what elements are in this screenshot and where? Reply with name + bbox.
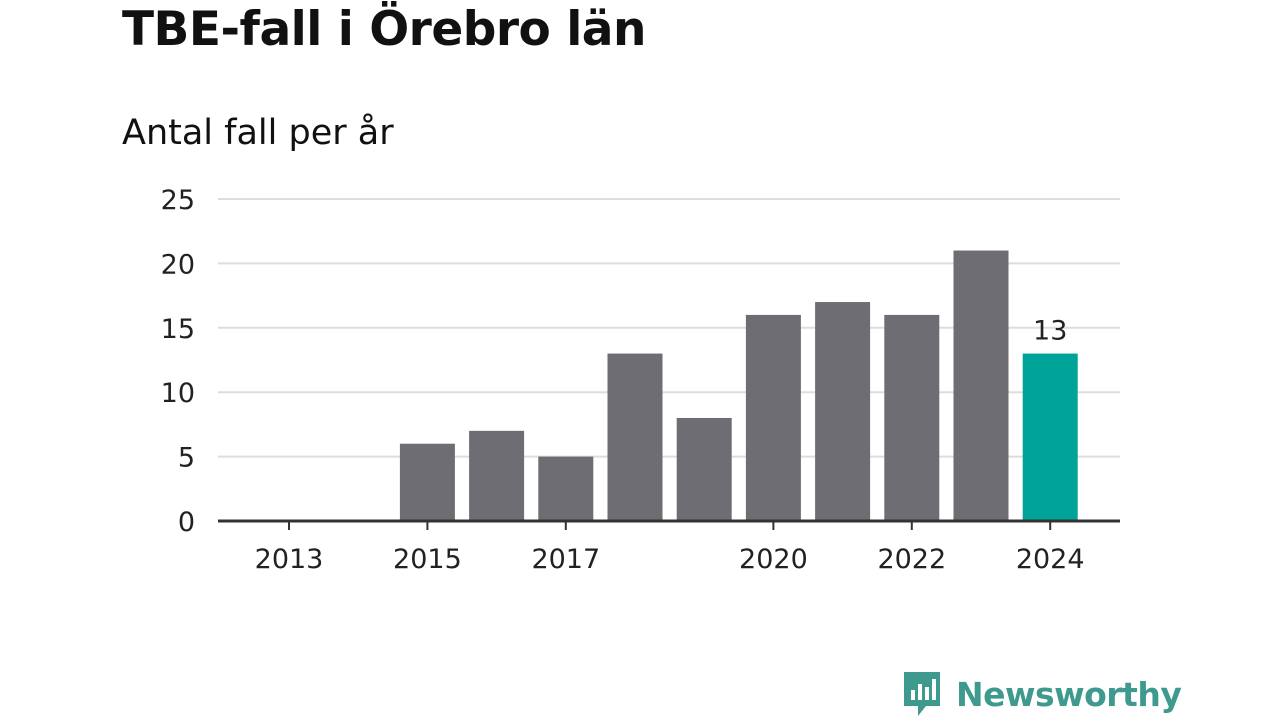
y-tick-label: 25	[161, 185, 195, 216]
x-tick-label: 2015	[393, 544, 462, 575]
chart-subtitle: Antal fall per år	[122, 113, 394, 153]
bars	[399, 250, 1078, 521]
data-label: 13	[1033, 316, 1067, 347]
brand-footer: Newsworthy	[902, 670, 1182, 718]
bar-2016	[469, 430, 525, 521]
bar-2015	[399, 443, 455, 521]
bar-2020	[745, 314, 801, 521]
newsworthy-logo-icon	[904, 672, 940, 716]
bar-2021	[815, 302, 871, 521]
x-tick-label: 2013	[255, 544, 324, 575]
chart-title: TBE-fall i Örebro län	[122, 2, 647, 57]
bar-2019	[676, 417, 732, 521]
y-tick-label: 0	[178, 507, 195, 538]
bar-2023	[953, 250, 1009, 521]
x-tick-label: 2022	[877, 544, 946, 575]
bar-2018	[607, 353, 663, 521]
y-tick-label: 5	[178, 443, 195, 474]
y-tick-label: 20	[161, 249, 195, 280]
bar-2017	[538, 456, 594, 521]
y-axis-tick-labels: 0 5 10 15 20 25	[161, 185, 195, 538]
x-axis-tick-labels: 2013 2015 2017 2020 2022 2024	[255, 521, 1085, 575]
bar-2022	[884, 314, 940, 521]
brand-name: Newsworthy	[956, 674, 1182, 714]
y-tick-label: 10	[161, 378, 195, 409]
data-labels: 13	[1033, 316, 1067, 347]
x-tick-label: 2017	[531, 544, 600, 575]
bar-2024	[1022, 353, 1078, 521]
x-tick-label: 2020	[739, 544, 808, 575]
x-tick-label: 2024	[1016, 544, 1085, 575]
y-tick-label: 15	[161, 314, 195, 345]
